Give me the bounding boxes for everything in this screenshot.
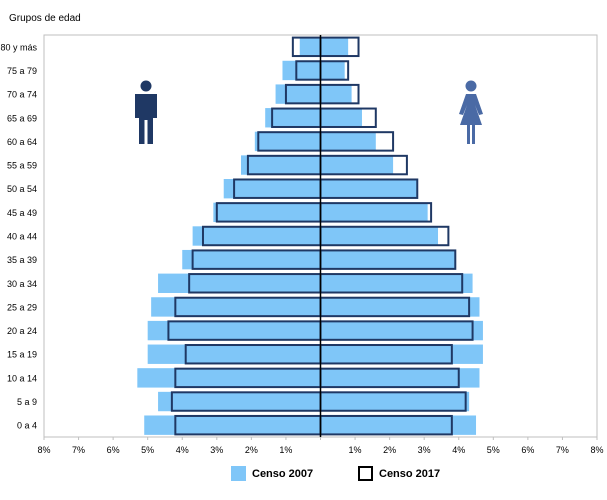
x-tick-label: 5% [141, 445, 154, 455]
bar-2007-female [320, 273, 473, 293]
y-tick-label: 35 a 39 [7, 255, 37, 265]
bar-2007-male [282, 60, 321, 81]
bar-2007-male [147, 320, 321, 341]
x-tick-label: 4% [176, 445, 189, 455]
bar-2007-female [320, 37, 349, 57]
legend-swatch-2017 [358, 466, 373, 481]
y-tick-label: 40 a 44 [7, 232, 37, 242]
legend-label-2007: Censo 2007 [252, 467, 314, 480]
y-axis-title: Grupos de edad [9, 13, 81, 24]
x-tick-label: 8% [37, 445, 50, 455]
y-tick-label: 30 a 34 [7, 279, 37, 289]
x-tick-label: 8% [590, 445, 603, 455]
bar-2007-female [320, 226, 439, 246]
bar-2007-male [144, 415, 321, 435]
y-tick-label: 65 a 69 [7, 113, 37, 123]
bar-2007-female [320, 131, 376, 152]
chart-legend: Censo 2007 Censo 2017 [0, 466, 607, 486]
bar-2007-male [158, 391, 321, 412]
bar-2007-male [182, 249, 321, 270]
bar-2007-female [320, 60, 345, 81]
y-tick-label: 5 a 9 [17, 397, 37, 407]
x-tick-label: 1% [279, 445, 292, 455]
x-tick-label: 3% [210, 445, 223, 455]
bar-2007-female [320, 84, 352, 104]
bar-2007-male [275, 84, 321, 104]
bar-2007-male [223, 179, 321, 199]
bar-2007-male [299, 37, 321, 57]
legend-swatch-2007 [231, 466, 246, 481]
bar-2007-male [213, 202, 321, 223]
y-tick-label: 70 a 74 [7, 90, 37, 100]
y-tick-label: 45 a 49 [7, 208, 37, 218]
bar-2007-female [320, 179, 418, 199]
x-tick-label: 2% [383, 445, 396, 455]
y-tick-label: 0 a 4 [17, 421, 37, 431]
legend-item-2017: Censo 2017 [358, 466, 440, 481]
x-tick-label: 1% [349, 445, 362, 455]
bar-2007-male [151, 297, 321, 317]
y-tick-label: 25 a 29 [7, 302, 37, 312]
y-tick-label: 55 a 59 [7, 161, 37, 171]
legend-item-2007: Censo 2007 [231, 466, 313, 481]
bar-2007-female [320, 320, 483, 341]
x-tick-label: 7% [556, 445, 569, 455]
y-tick-label: 75 a 79 [7, 66, 37, 76]
x-tick-label: 3% [418, 445, 431, 455]
y-tick-label: 50 a 54 [7, 184, 37, 194]
legend-label-2017: Censo 2017 [379, 467, 441, 480]
bar-2007-female [320, 368, 480, 388]
x-tick-label: 2% [245, 445, 258, 455]
bar-2007-female [320, 155, 394, 175]
male-figure-icon [135, 80, 157, 144]
bar-2007-male [265, 108, 321, 128]
bar-2007-male [158, 273, 321, 293]
bar-2007-female [320, 391, 470, 412]
bar-2007-male [147, 344, 321, 364]
x-tick-label: 5% [487, 445, 500, 455]
x-tick-label: 6% [107, 445, 120, 455]
female-figure-icon [459, 80, 483, 144]
bar-2007-female [320, 297, 480, 317]
x-tick-label: 4% [452, 445, 465, 455]
x-tick-label: 7% [72, 445, 85, 455]
bar-2007-female [320, 202, 428, 223]
y-tick-label: 20 a 24 [7, 326, 37, 336]
bar-2007-female [320, 344, 483, 364]
x-tick-label: 6% [521, 445, 534, 455]
bar-2007-female [320, 415, 477, 435]
y-tick-label: 10 a 14 [7, 373, 37, 383]
y-tick-label: 60 a 64 [7, 137, 37, 147]
bar-2007-male [254, 131, 321, 152]
bar-2007-female [320, 249, 456, 270]
y-tick-label: 15 a 19 [7, 350, 37, 360]
y-tick-label: 80 y más [0, 42, 37, 52]
bar-2007-male [241, 155, 321, 175]
bar-2007-male [192, 226, 321, 246]
bar-2007-female [320, 108, 362, 128]
bar-2007-male [137, 368, 321, 388]
